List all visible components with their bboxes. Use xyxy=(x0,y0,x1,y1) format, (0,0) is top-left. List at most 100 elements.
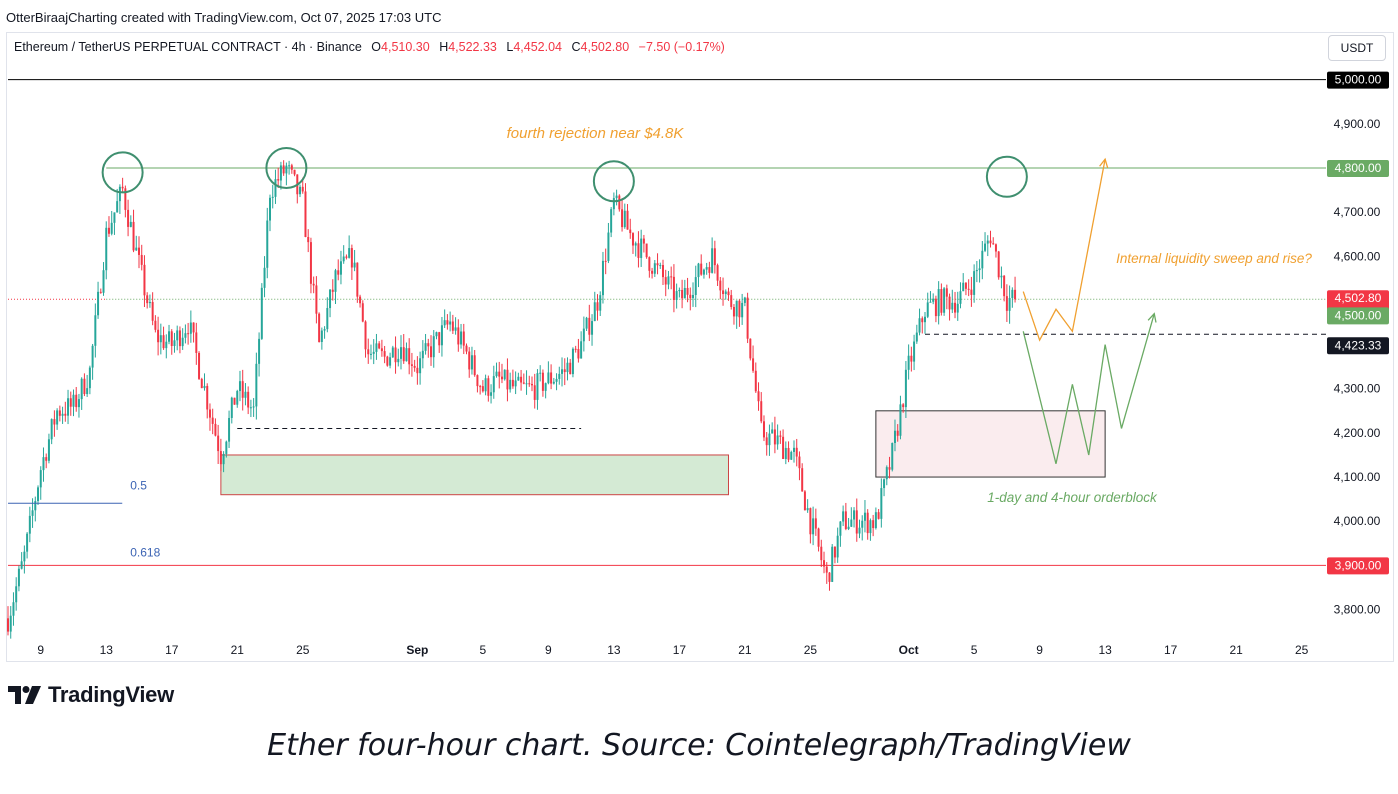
price-tag-label: 5,000.00 xyxy=(1335,73,1382,87)
candle-body xyxy=(634,243,637,246)
currency-button[interactable]: USDT xyxy=(1328,35,1386,61)
candle-body xyxy=(249,407,252,409)
candle-body xyxy=(45,457,48,461)
candle-body xyxy=(558,373,561,379)
candle-body xyxy=(765,437,768,446)
candle-body xyxy=(269,197,271,221)
candle-body xyxy=(408,348,411,365)
candle-body xyxy=(159,335,162,343)
candle-body xyxy=(214,423,217,436)
candle-body xyxy=(817,528,820,547)
candle-body xyxy=(260,287,263,339)
candle-body xyxy=(58,410,61,416)
candle-body xyxy=(211,417,214,424)
candle-body xyxy=(394,347,397,363)
candle-body xyxy=(15,586,18,603)
candle-body xyxy=(959,291,962,304)
candle-body xyxy=(400,347,402,359)
candle-body xyxy=(244,391,247,398)
candle-body xyxy=(752,358,755,371)
candle-body xyxy=(730,295,733,307)
candle-body xyxy=(962,282,965,292)
candle-body xyxy=(874,512,877,529)
green-path-arrow xyxy=(1147,312,1157,323)
time-tick-label: 25 xyxy=(296,643,310,657)
tradingview-logo[interactable]: TradingView xyxy=(8,682,174,708)
candle-body xyxy=(708,267,711,273)
candle-body xyxy=(435,332,438,337)
candle-body xyxy=(675,291,678,300)
candle-body xyxy=(746,297,749,339)
candle-body xyxy=(176,330,179,341)
symbol-name[interactable]: Ethereum / TetherUS PERPETUAL CONTRACT ·… xyxy=(14,40,362,54)
candle-body xyxy=(531,383,533,386)
open-label: O xyxy=(371,40,382,54)
candle-body xyxy=(823,560,826,567)
symbol-legend: Ethereum / TetherUS PERPETUAL CONTRACT ·… xyxy=(14,40,725,54)
candle-body xyxy=(902,404,905,408)
candle-body xyxy=(711,248,714,273)
candle-body xyxy=(476,375,479,387)
candle-body xyxy=(544,383,547,391)
high-value: 4,522.33 xyxy=(448,40,497,54)
candle-body xyxy=(814,518,817,529)
candle-body xyxy=(776,435,779,445)
candle-body xyxy=(42,457,45,471)
candle-body xyxy=(228,417,231,442)
candle-body xyxy=(473,355,476,376)
candle-body xyxy=(984,243,987,251)
time-tick-label: 21 xyxy=(1229,643,1243,657)
candle-body xyxy=(850,519,853,527)
candle-body xyxy=(967,288,970,290)
candle-body xyxy=(124,188,127,210)
candle-body xyxy=(99,291,102,293)
candle-body xyxy=(479,386,482,388)
candle-body xyxy=(364,321,367,350)
annotation-label: fourth rejection near $4.8K xyxy=(507,125,685,142)
candle-body xyxy=(359,296,362,304)
candle-body xyxy=(460,331,463,345)
candle-body xyxy=(978,268,981,271)
candle-body xyxy=(893,430,896,444)
candle-body xyxy=(918,318,921,333)
price-tag-label: 4,502.80 xyxy=(1335,291,1382,305)
candle-body xyxy=(217,435,220,452)
candle-body xyxy=(170,331,173,346)
price-axis[interactable]: 3,800.00 4,000.00 4,100.00 4,200.00 4,300.00… xyxy=(1327,71,1389,617)
candle-body xyxy=(293,169,296,175)
fib-label: 0.5 xyxy=(130,478,147,492)
candle-body xyxy=(198,352,201,379)
candle-body xyxy=(790,451,793,460)
candle-body xyxy=(369,353,372,355)
price-tick-label: 4,700.00 xyxy=(1334,205,1381,219)
candle-body xyxy=(700,263,703,275)
candle-body xyxy=(320,330,323,343)
candle-body xyxy=(615,195,618,199)
candle-body xyxy=(986,240,989,244)
price-tag xyxy=(1327,337,1389,355)
candles xyxy=(7,160,1017,639)
candle-body xyxy=(184,333,187,338)
candle-body xyxy=(503,369,506,380)
candle-body xyxy=(138,247,140,255)
candle-body xyxy=(943,288,946,313)
candle-body xyxy=(443,320,446,326)
candle-body xyxy=(348,248,351,258)
candle-body xyxy=(47,439,50,461)
time-axis[interactable]: 9 13 17 21 25 Sep 5 9 13 17 21 25 Oct 5 9 13 17 21 25 xyxy=(37,643,1308,657)
candle-body xyxy=(118,186,121,202)
candle-body xyxy=(462,331,465,346)
candle-body xyxy=(743,297,746,303)
candle-body xyxy=(599,295,602,311)
candle-body xyxy=(181,337,184,347)
candle-body xyxy=(863,512,866,521)
candle-body xyxy=(992,243,995,245)
candle-body xyxy=(94,315,97,346)
candle-body xyxy=(1008,298,1011,311)
candle-body xyxy=(899,404,902,436)
candle-body xyxy=(981,250,984,269)
candle-body xyxy=(681,289,684,299)
candle-body xyxy=(432,336,435,358)
candle-body xyxy=(591,321,594,335)
